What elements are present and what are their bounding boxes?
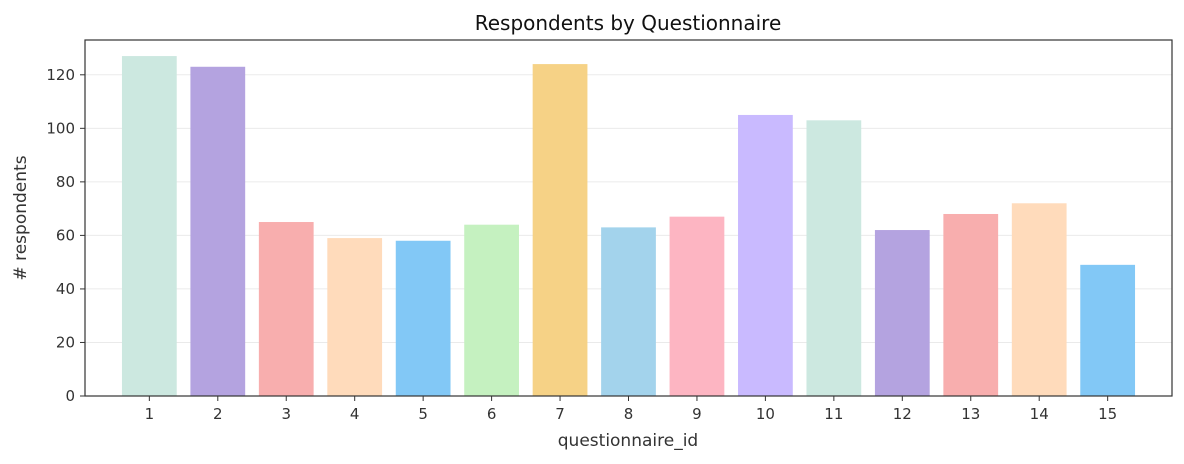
y-tick-label: 120 [46, 66, 75, 84]
bar-2 [190, 66, 246, 397]
x-tick-label: 10 [756, 405, 775, 423]
x-tick-label: 9 [692, 405, 702, 423]
bar-12 [874, 230, 930, 396]
x-tick-label: 1 [145, 405, 155, 423]
y-tick-label: 100 [46, 119, 75, 137]
bar-3 [258, 222, 314, 396]
x-tick-label: 4 [350, 405, 360, 423]
x-tick-label: 3 [281, 405, 291, 423]
y-tick-label: 40 [56, 280, 75, 298]
y-tick-label: 80 [56, 173, 75, 191]
y-tick-label: 60 [56, 226, 75, 244]
bars [121, 56, 1136, 397]
bar-10 [738, 114, 793, 397]
bar-7 [532, 64, 588, 397]
x-tick-label: 15 [1098, 405, 1117, 423]
bar-13 [943, 213, 999, 396]
chart-title: Respondents by Questionnaire [475, 11, 782, 35]
bar-15 [1080, 264, 1136, 396]
y-tick-label: 0 [65, 387, 75, 405]
bar-1 [121, 56, 177, 396]
x-tick-label: 2 [213, 405, 223, 423]
bar-14 [1011, 203, 1067, 396]
y-tick-label: 20 [56, 333, 75, 351]
x-tick-label: 5 [418, 405, 428, 423]
x-tick-label: 14 [1030, 405, 1049, 423]
bar-5 [395, 240, 451, 396]
y-axis-label: # respondents [11, 155, 31, 280]
x-tick-label: 6 [487, 405, 497, 423]
x-tick-label: 7 [555, 405, 565, 423]
bar-8 [601, 227, 656, 396]
bar-6 [464, 224, 519, 396]
bar-4 [327, 238, 383, 396]
y-axis-ticks: 0 20 40 60 80 100 120 [46, 66, 85, 405]
x-axis-label: questionnaire_id [558, 431, 698, 451]
x-axis-ticks: 1 2 3 4 5 6 7 8 9 10 11 12 13 14 15 [145, 396, 1117, 423]
x-tick-label: 11 [824, 405, 843, 423]
x-tick-label: 8 [624, 405, 634, 423]
x-tick-label: 13 [961, 405, 980, 423]
bar-9 [669, 216, 725, 396]
x-tick-label: 12 [893, 405, 912, 423]
bar-11 [806, 120, 862, 396]
